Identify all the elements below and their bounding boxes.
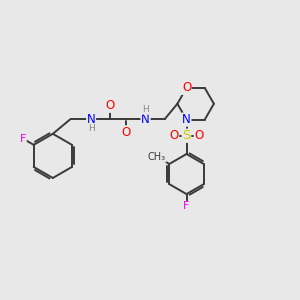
Text: O: O — [106, 99, 115, 112]
Text: O: O — [169, 129, 179, 142]
Text: S: S — [182, 129, 191, 142]
Text: N: N — [141, 112, 150, 126]
Text: N: N — [182, 113, 191, 126]
Text: F: F — [183, 201, 190, 212]
Text: O: O — [182, 82, 191, 94]
Text: O: O — [194, 129, 203, 142]
Text: O: O — [122, 126, 131, 139]
Text: CH₃: CH₃ — [148, 152, 166, 162]
Text: H: H — [142, 105, 149, 114]
Text: F: F — [20, 134, 26, 144]
Text: N: N — [87, 112, 95, 126]
Text: H: H — [88, 124, 94, 133]
